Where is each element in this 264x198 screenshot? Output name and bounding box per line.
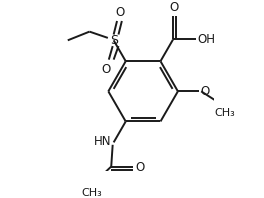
Text: CH₃: CH₃ (214, 108, 235, 118)
Text: O: O (136, 162, 145, 174)
Text: HN: HN (94, 135, 112, 148)
Text: O: O (169, 1, 179, 14)
Text: OH: OH (197, 33, 216, 46)
Text: CH₃: CH₃ (81, 188, 102, 198)
Text: S: S (110, 34, 118, 47)
Text: O: O (115, 6, 125, 19)
Text: O: O (102, 63, 111, 75)
Text: O: O (201, 85, 210, 98)
